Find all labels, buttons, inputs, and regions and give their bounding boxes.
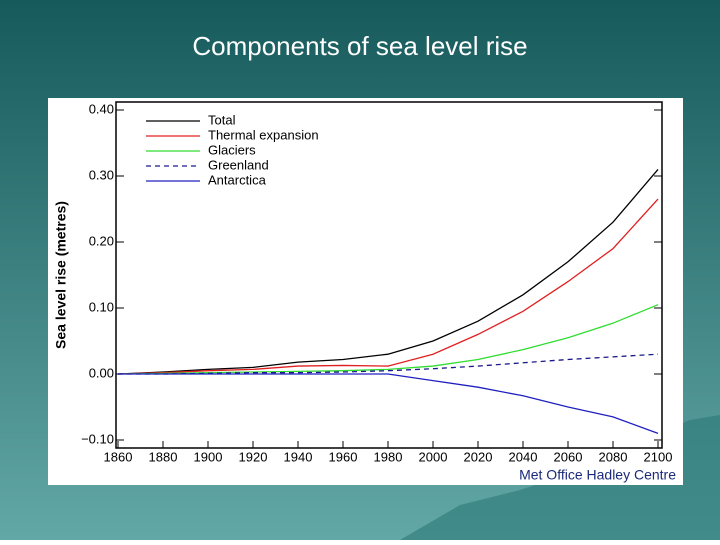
x-tick-label: 1960 [329,449,358,464]
legend-label: Total [208,112,236,127]
x-tick-label: 1880 [149,449,178,464]
y-tick-label: −0.10 [81,431,114,446]
y-tick-label: 0.40 [89,101,114,116]
x-tick-label: 2060 [554,449,583,464]
y-axis-label: Sea level rise (metres) [53,201,69,349]
plot-frame [115,101,663,449]
x-tick-label: 1940 [284,449,313,464]
x-tick-label: 2040 [509,449,538,464]
legend-label: Glaciers [208,142,256,157]
slide-title: Components of sea level rise [192,31,527,61]
x-tick-label: 2080 [599,449,628,464]
y-tick-label: 0.10 [89,299,114,314]
y-tick-label: 0.00 [89,365,114,380]
series-line [118,373,659,435]
legend-label: Antarctica [208,172,267,187]
y-tick-label: 0.30 [89,167,114,182]
credit: Met Office Hadley Centre [519,467,676,483]
x-tick-label: 1900 [194,449,223,464]
series-line [118,353,659,375]
series-line [117,198,659,375]
legend-label: Greenland [208,157,269,172]
x-tick-label: 1980 [374,449,403,464]
x-tick-label: 1920 [239,449,268,464]
x-tick-label: 2000 [419,449,448,464]
x-tick-label: 1860 [104,449,133,464]
y-tick-label: 0.20 [89,233,114,248]
series-line [117,168,659,375]
legend-label: Thermal expansion [208,127,319,142]
x-tick-label: 2020 [464,449,493,464]
series-line [117,304,659,375]
chart-panel [48,98,683,485]
x-tick-label: 2100 [644,449,673,464]
